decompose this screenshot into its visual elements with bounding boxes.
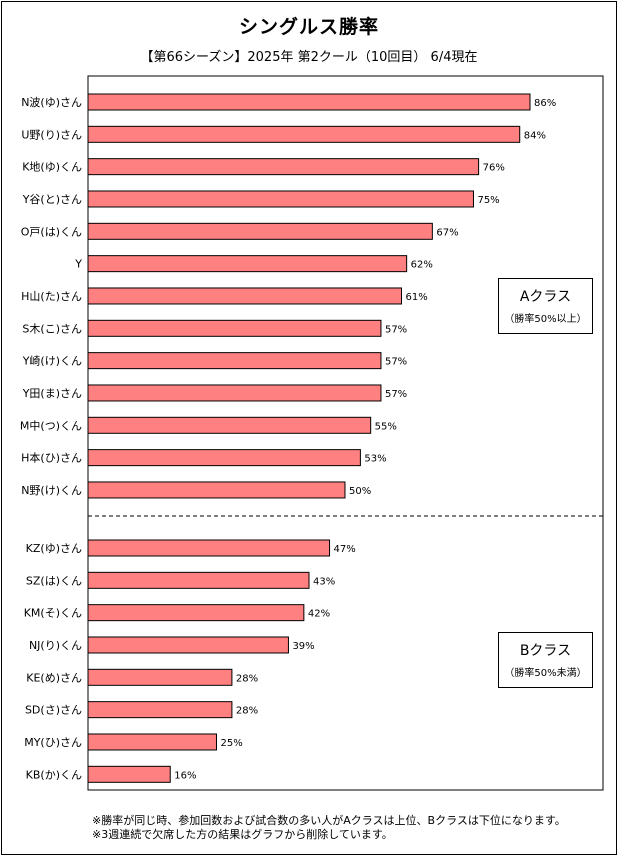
- value-label: 57%: [385, 357, 407, 368]
- value-label: 61%: [406, 292, 428, 303]
- bar: [87, 481, 346, 499]
- chart-subtitle: 【第66シーズン】2025年 第2クール（10回目） 6/4現在: [140, 50, 478, 65]
- category-label: N野(け)くん: [21, 484, 82, 497]
- bar: [87, 384, 382, 402]
- class-b-name: Bクラス: [519, 643, 572, 659]
- value-label: 75%: [477, 195, 499, 206]
- bar: [87, 125, 521, 143]
- value-label: 25%: [220, 738, 242, 749]
- class-b-legend: Bクラス （勝率50%未満）: [498, 632, 593, 688]
- bar: [87, 93, 531, 111]
- value-label: 57%: [385, 389, 407, 400]
- category-label: Y: [74, 258, 82, 271]
- value-label: 16%: [174, 770, 196, 781]
- bar: [87, 287, 403, 305]
- value-label: 84%: [524, 130, 546, 141]
- bar: [87, 352, 382, 370]
- category-label: H本(ひ)さん: [21, 451, 82, 465]
- bar: [87, 255, 408, 273]
- category-label: Y崎(け)くん: [22, 354, 82, 368]
- value-label: 39%: [292, 641, 314, 652]
- category-label: M中(つ)くん: [20, 419, 82, 432]
- bar: [87, 765, 171, 783]
- bar: [87, 701, 233, 719]
- category-label: O戸(は)くん: [21, 225, 82, 238]
- category-label: S木(こ)さん: [22, 322, 82, 335]
- value-label: 42%: [308, 609, 330, 620]
- bars-layer: N波(ゆ)さん 86% U野(り)さん 84% K地(ゆ)くん 76% Y谷(と)さん 75%…: [20, 93, 556, 783]
- value-label: 57%: [385, 324, 407, 335]
- category-label: H山(た)さん: [21, 290, 82, 303]
- bar: [87, 158, 480, 176]
- class-a-legend: Aクラス （勝率50%以上）: [498, 278, 593, 334]
- category-label: MY(ひ)さん: [24, 736, 82, 749]
- value-label: 50%: [349, 486, 371, 497]
- bar: [87, 571, 310, 589]
- category-label: NJ(り)くん: [29, 639, 82, 652]
- category-label: U野(り)さん: [21, 128, 82, 141]
- class-a-note: （勝率50%以上）: [504, 314, 587, 325]
- value-label: 67%: [436, 227, 458, 238]
- value-label: 47%: [334, 544, 356, 555]
- value-label: 53%: [364, 454, 386, 465]
- category-label: KM(そ)くん: [24, 607, 82, 620]
- footnote-1: ※勝率が同じ時、参加回数および試合数の多い人がAクラスは上位、Bクラスは下位にな…: [92, 814, 566, 827]
- bar: [87, 668, 233, 686]
- class-b-note: （勝率50%未満）: [504, 668, 587, 679]
- bar: [87, 416, 372, 434]
- bar: [87, 449, 361, 467]
- value-label: 55%: [375, 421, 397, 432]
- bar: [87, 604, 305, 622]
- value-label: 28%: [236, 706, 258, 717]
- category-label: Y谷(と)さん: [22, 193, 82, 206]
- value-label: 62%: [411, 260, 433, 271]
- category-label: KE(め)さん: [26, 671, 82, 684]
- bar: [87, 539, 331, 557]
- category-label: SZ(は)くん: [26, 574, 82, 587]
- value-label: 86%: [534, 98, 556, 109]
- chart-title: シングルス勝率: [238, 16, 379, 38]
- bar: [87, 636, 289, 654]
- category-label: N波(ゆ)さん: [21, 96, 82, 109]
- bar: [87, 222, 433, 240]
- category-label: KB(か)くん: [26, 768, 82, 781]
- bar: [87, 319, 382, 337]
- category-label: KZ(ゆ)さん: [26, 542, 82, 555]
- footnote-2: ※3週連続で欠席した方の結果はグラフから削除しています。: [92, 828, 393, 841]
- value-label: 43%: [313, 576, 335, 587]
- class-a-name: Aクラス: [519, 289, 572, 305]
- category-label: SD(さ)さん: [25, 704, 82, 717]
- bar: [87, 190, 474, 208]
- bar: [87, 733, 217, 751]
- value-label: 28%: [236, 673, 258, 684]
- category-label: Y田(ま)さん: [22, 387, 82, 400]
- value-label: 76%: [483, 163, 505, 174]
- category-label: K地(ゆ)くん: [22, 161, 82, 174]
